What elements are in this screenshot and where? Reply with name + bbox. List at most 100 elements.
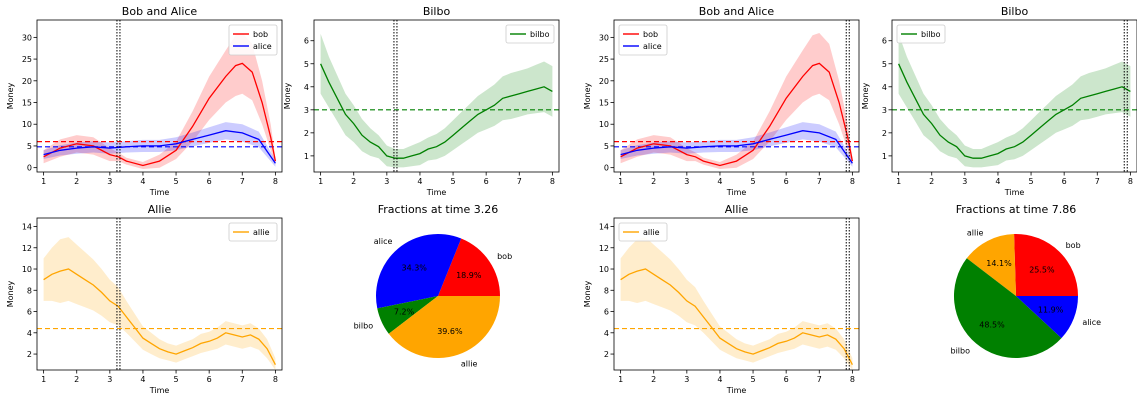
legend-label-bob: bob [253,30,268,39]
x-tick-label: 8 [850,177,855,186]
x-tick-label: 4 [717,177,722,186]
x-tick-label: 2 [351,177,356,186]
pie-category-label: alice [1082,318,1101,327]
y-tick-label: 12 [599,244,609,253]
legend-box [228,222,278,242]
confidence-band-bob [620,33,853,169]
pie-percent-label: 11.9% [1038,306,1064,315]
y-tick-label: 2 [604,350,609,359]
x-tick-label: 3 [684,375,689,384]
y-tick-label: 6 [882,37,887,46]
y-tick-label: 0 [27,164,32,173]
series-line-bilbo [320,63,553,159]
x-tick-label: 8 [273,177,278,186]
y-tick-label: 4 [27,329,32,338]
legend-label-bilbo: bilbo [921,30,941,39]
legend: bilbo [505,24,555,44]
x-tick-label: 1 [318,177,323,186]
x-tick-label: 2 [74,375,79,384]
pie-percent-label: 7.2% [394,307,415,316]
chart-title: Bob and Alice [122,5,198,18]
x-tick-label: 7 [517,177,522,186]
y-tick-label: 20 [599,77,609,86]
y-tick-label: 10 [599,120,609,129]
pie-slice-alice [376,234,462,309]
x-tick-label: 3 [384,177,389,186]
confidence-band-allie [620,237,853,370]
y-tick-label: 4 [882,83,887,92]
pie-percent-label: 25.5% [1029,265,1055,274]
x-axis-label: Time [1004,188,1025,197]
x-tick-label: 5 [451,177,456,186]
panel-bilbo-right: 1 2 3 4 5 6 7 8 1 2 3 4 5 6 Bilbo Time Money bilbo [861,5,1137,197]
pie-category-label: bob [1066,241,1081,250]
series-line-bob [620,62,854,167]
x-tick-label: 3 [107,375,112,384]
x-tick-label: 1 [618,375,623,384]
pie-slice-bob [1014,233,1078,296]
pie-category-label: bilbo [354,322,374,331]
y-tick-label: 0 [604,164,609,173]
pie-percent-label: 14.1% [986,259,1012,268]
confidence-band-allie [43,237,276,370]
y-tick-label: 1 [304,152,309,161]
y-tick-label: 2 [882,129,887,138]
x-tick-label: 5 [174,375,179,384]
y-tick-label: 10 [22,265,32,274]
legend-label-allie: allie [253,228,270,237]
panel-bob-alice-right: 1 2 3 4 5 6 7 8 0 5 10 15 20 25 30 Bob and Alice Time Mon… [583,5,860,197]
chart-title: Fractions at time 7.86 [956,203,1077,216]
x-tick-label: 6 [207,375,212,384]
x-tick-label: 6 [784,375,789,384]
x-tick-label: 4 [140,177,145,186]
x-tick-label: 5 [751,375,756,384]
y-axis-label: Money [861,82,870,109]
y-tick-label: 30 [22,33,32,42]
pie-slice-bob [438,238,500,296]
plot-area: 1 2 3 4 5 6 7 8 0 5 10 15 20 25 30 [22,19,283,186]
series-line-allie [43,268,276,365]
x-tick-label: 4 [995,177,1000,186]
legend: bilbo [896,24,946,44]
confidence-band-bilbo [898,33,1131,168]
y-tick-label: 1 [882,152,887,161]
y-tick-label: 6 [604,308,609,317]
y-axis-label: Money [6,82,15,109]
pie-percent-label: 39.6% [437,327,463,336]
panel-pie-right: Fractions at time 7.86 25.5% bob 14.1% allie… [951,203,1101,359]
x-tick-label: 2 [651,177,656,186]
pie-category-label: bilbo [951,347,971,356]
legend: bob alice [618,24,668,56]
x-tick-label: 6 [484,177,489,186]
legend-box [618,222,668,242]
x-tick-label: 1 [896,177,901,186]
y-tick-label: 20 [22,77,32,86]
pie-slice-allie [966,234,1016,296]
y-tick-label: 8 [604,286,609,295]
x-tick-label: 8 [1128,177,1133,186]
y-tick-label: 6 [27,308,32,317]
x-tick-label: 1 [41,375,46,384]
x-tick-label: 5 [751,177,756,186]
x-tick-label: 2 [929,177,934,186]
series-line-allie [620,268,853,365]
pie-slice-bilbo [953,258,1062,359]
chart-title: Allie [148,203,172,216]
y-tick-label: 5 [882,60,887,69]
series-line-alice [620,130,853,164]
legend: allie [618,222,668,242]
y-tick-label: 6 [304,37,309,46]
x-tick-label: 7 [240,177,245,186]
pie-slice-alice [1016,296,1078,339]
chart-title: Bob and Alice [699,5,775,18]
chart-title: Bilbo [423,5,451,18]
y-axis-label: Money [583,82,592,109]
x-tick-label: 7 [817,375,822,384]
x-tick-label: 3 [107,177,112,186]
axes-frame [36,19,283,173]
